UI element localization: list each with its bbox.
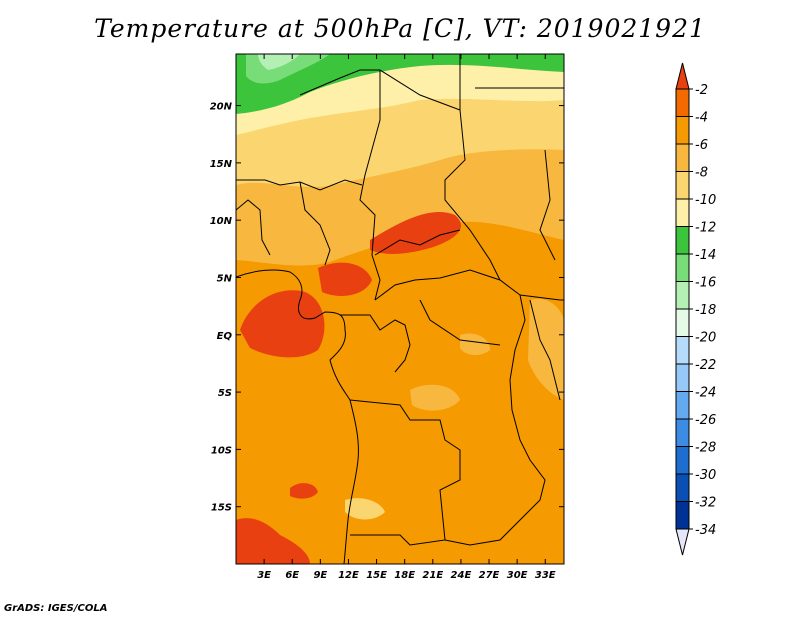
colorbar-label: -6 [695,138,708,153]
lat-tick-label: 15N [210,159,233,170]
field-band-14-to-12 [236,54,564,114]
lon-tick-label: 18E [394,570,415,581]
lon-tick-label: 21E [422,570,443,581]
colorbar-label: -10 [695,193,716,208]
lon-tick-label: 33E [535,570,556,581]
longitude-axis: 3E 6E 9E 12E 15E 18E 21E 24E 27E 30E 33E [257,54,556,581]
colorbar-top-cap [675,62,690,90]
colorbar-bottom-cap [675,528,690,556]
colorbar-swatch [675,473,690,502]
field-warm-patch-gulf [240,290,325,358]
field-cool-patch-south [345,498,385,520]
field-cool-patch-east [528,298,564,400]
border-drc-east [444,294,546,546]
border-gabon-congo [340,314,411,373]
lon-tick-label: 3E [257,570,271,581]
colorbar-label: -20 [695,331,716,346]
border-car-south [374,269,521,301]
field-cool-patch-interior [410,384,460,411]
colorbar-label: -18 [695,303,716,318]
colorbar-swatch [675,171,690,200]
colorbar-swatch [675,391,690,420]
border-ethiopia [539,149,556,261]
colorbar-label: -22 [695,358,716,373]
border-angola [349,399,461,546]
colorbar-swatch [675,418,690,447]
colorbar-swatch [675,363,690,392]
colorbar-swatch [675,446,690,475]
colorbar-swatch [675,253,690,282]
colorbar: -2 -4 -6 -8 -10 -12 -14 -16 -18 -20 -22 -24 -26 -28 -3… [675,62,716,556]
lon-tick-label: 27E [479,570,500,581]
lat-tick-label: 5S [218,388,232,399]
border-sudan [444,54,501,281]
border-chad-niger [359,70,381,301]
colorbar-swatch [675,308,690,337]
colorbar-swatch [675,336,690,365]
plot-frame [235,53,565,565]
lat-tick-label: 10S [211,445,232,456]
border-lake-victoria [529,299,561,401]
lon-tick-label: 12E [338,570,359,581]
lat-tick-label: 10N [210,216,233,227]
coastline-west [236,269,359,564]
colorbar-label: -12 [695,221,716,236]
colorbar-label: -34 [695,523,716,538]
colorbar-label: -8 [695,166,708,181]
lat-tick-label: 5N [217,273,233,284]
lat-tick-label: 15S [211,503,232,514]
map-title: Temperature at 500hPa [C], VT: 201902192… [94,14,706,43]
colorbar-label: -16 [695,276,716,291]
colorbar-label: -28 [695,441,716,456]
grads-credit: GrADS: IGES/COLA [4,603,108,614]
lon-tick-label: 24E [451,570,472,581]
lon-tick-label: 6E [285,570,299,581]
field-warm-patch-small [290,483,318,499]
colorbar-swatch [675,116,690,145]
temperature-field [236,54,564,564]
border-car-north [374,229,461,256]
field-cool-patch-congo [460,333,490,356]
colorbar-label: -4 [695,111,708,126]
colorbar-label: -14 [695,248,716,263]
field-band-18-to-16 [258,54,300,70]
colorbar-swatch [675,143,690,172]
colorbar-swatch [675,88,690,117]
colorbar-swatch [675,226,690,255]
colorbar-swatch [675,281,690,310]
country-borders [236,54,564,564]
latitude-axis: 20N 15N 10N 5N EQ 5S 10S 15S [210,102,564,514]
field-warm-patch-southwest [236,518,310,564]
colorbar-swatch [675,198,690,227]
border-nigeria-east [299,181,331,266]
border-sahara [299,69,461,111]
lon-tick-label: 30E [507,570,528,581]
field-warm-patch-cameroon [318,262,372,296]
colorbar-label: -30 [695,468,716,483]
lat-tick-label: 20N [210,102,233,113]
lon-tick-label: 15E [366,570,387,581]
colorbar-label: -26 [695,413,716,428]
border-nigeria-west [236,199,271,256]
colorbar-label: -24 [695,386,716,401]
lon-tick-label: 9E [313,570,327,581]
lat-tick-label: EQ [217,331,233,342]
colorbar-label: -32 [695,496,716,511]
border-uganda [519,294,564,301]
border-congo-basin [419,299,501,346]
colorbar-label: -2 [695,83,708,98]
colorbar-swatch [675,501,690,530]
field-warm-patch-central [370,212,461,254]
